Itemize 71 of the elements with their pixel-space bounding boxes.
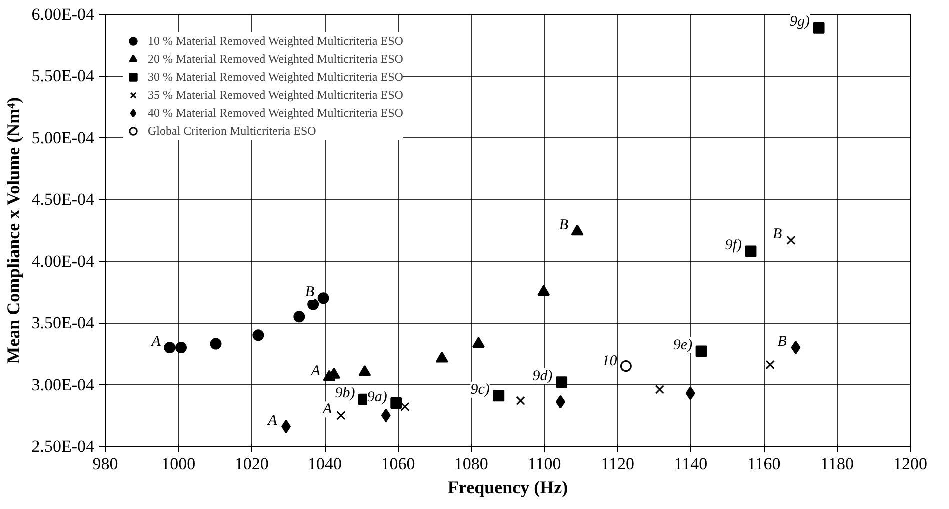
x-tick-label: 1160 (747, 454, 781, 474)
x-tick-label: 1000 (162, 454, 196, 474)
point (745, 246, 757, 258)
point (516, 396, 526, 406)
y-tick-label: 5.50E-04 (32, 66, 95, 86)
legend-label: 40 % Material Removed Weighted Multicriteria ESO (148, 104, 404, 122)
annotation: 9c) (470, 382, 490, 398)
annotation: B (773, 226, 782, 242)
y-axis-title: Mean Compliance x Volume (Nm⁴) (4, 97, 24, 364)
y-tick-label: 2.50E-04 (32, 437, 95, 456)
point (308, 298, 320, 310)
point (210, 338, 222, 350)
annotation: 9e) (673, 337, 693, 354)
x-tick-label: 1180 (820, 454, 854, 474)
x-tick-label: 1080 (454, 454, 488, 474)
point (164, 342, 176, 354)
legend-label: 10 % Material Removed Weighted Multicriteria ESO (148, 32, 404, 50)
point (175, 342, 187, 354)
y-tick-label: 4.50E-04 (32, 190, 95, 210)
annotation: 9d) (532, 368, 553, 384)
point (493, 390, 505, 402)
annotation: A (150, 334, 162, 350)
y-tick-label: 6.00E-04 (32, 5, 95, 24)
point (686, 386, 696, 400)
y-tick-label: 3.50E-04 (32, 314, 95, 333)
point (336, 411, 346, 420)
point (381, 408, 391, 422)
legend-label: 20 % Material Removed Weighted Multicriteria ESO (148, 50, 404, 68)
point (390, 398, 402, 410)
annotation: 10 (602, 353, 618, 370)
point (556, 376, 568, 388)
x-tick-label: 1040 (308, 454, 342, 474)
annotation: 9b) (335, 386, 356, 402)
x-tick-label: 1140 (674, 454, 708, 474)
point (696, 346, 708, 358)
annotation: A (322, 402, 333, 418)
point (282, 420, 292, 434)
point (655, 385, 664, 394)
annotation: B (778, 334, 787, 350)
point (620, 360, 632, 372)
point (791, 341, 801, 355)
point (538, 285, 550, 296)
x-tick-label: 1200 (894, 454, 928, 474)
annotation: B (559, 218, 569, 234)
x-tick-label: 980 (92, 454, 118, 474)
y-tick-label: 5.00E-04 (32, 128, 95, 148)
annotation: A (267, 412, 278, 429)
legend-label: 30 % Material Removed Weighted Multicriteria ESO (148, 68, 404, 86)
annotation: B (305, 284, 315, 300)
annotation: 9g) (790, 14, 810, 30)
point (294, 311, 306, 323)
legend-label: 35 % Material Removed Weighted Multicriteria ESO (148, 86, 404, 104)
point (786, 236, 796, 246)
x-tick-label: 1060 (381, 454, 416, 474)
annotation: 9a) (367, 389, 388, 406)
point (556, 395, 566, 409)
point (252, 330, 264, 342)
x-tick-label: 1020 (234, 454, 269, 474)
x-tick-label: 1120 (601, 454, 634, 474)
point (318, 292, 330, 304)
point (571, 224, 584, 236)
annotation: A (310, 363, 322, 380)
y-tick-label: 3.00E-04 (32, 375, 95, 394)
point (766, 360, 775, 370)
x-tick-label: 1100 (528, 454, 562, 474)
legend-label: Global Criterion Multicriteria ESO (148, 122, 316, 140)
point (813, 22, 825, 34)
y-tick-label: 4.00E-04 (32, 252, 95, 271)
x-axis-title: Frequency (Hz) (448, 478, 568, 498)
annotation: 9f) (725, 237, 742, 254)
point (400, 402, 410, 412)
